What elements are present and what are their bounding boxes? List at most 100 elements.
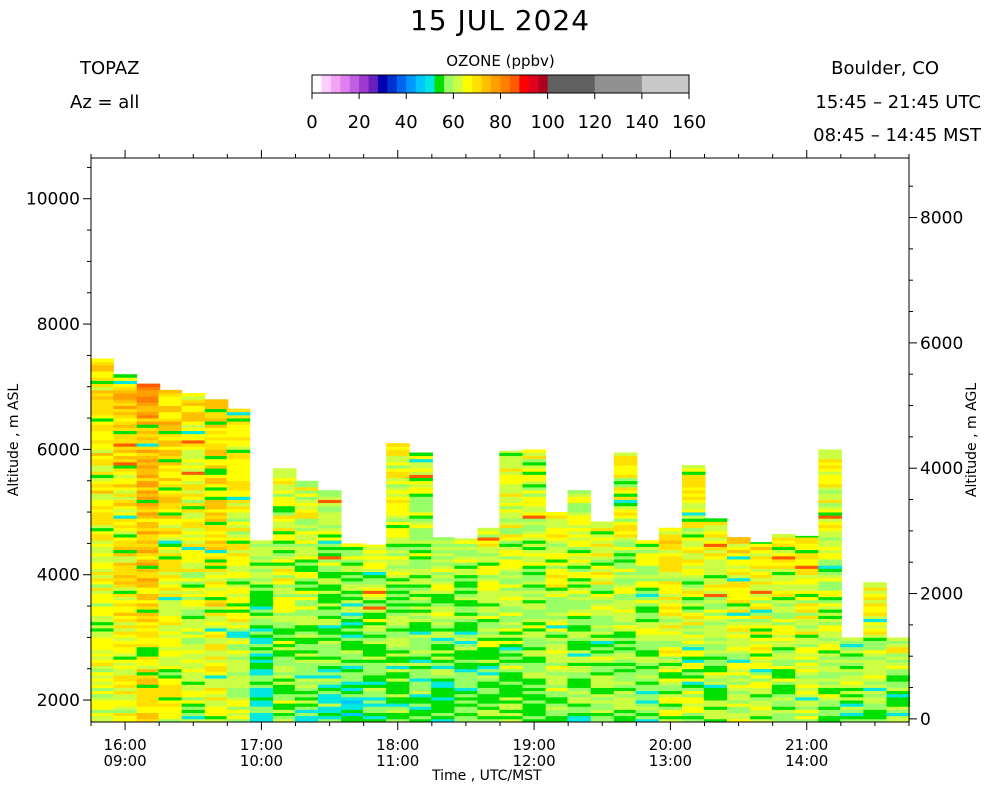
ozone-cell <box>273 671 297 676</box>
ozone-cell <box>204 477 229 482</box>
ozone-cell <box>477 665 502 670</box>
ozone-cell <box>703 690 728 695</box>
ozone-cell <box>226 518 251 522</box>
ozone-cell <box>294 552 319 557</box>
ozone-cell <box>294 624 319 629</box>
ozone-cell <box>294 599 319 604</box>
ozone-cell <box>273 675 297 679</box>
ozone-cell <box>454 587 478 591</box>
ozone-cell <box>158 696 183 701</box>
ozone-cell <box>181 474 206 478</box>
profile-column <box>726 537 751 723</box>
ozone-cell <box>431 659 455 663</box>
ozone-cell <box>658 599 683 604</box>
ozone-cell <box>90 606 114 610</box>
ozone-cell <box>750 581 774 585</box>
ozone-cell <box>818 656 842 660</box>
ozone-cell <box>454 668 478 673</box>
ozone-cell <box>499 468 523 472</box>
ozone-cell <box>181 646 206 651</box>
ozone-cell <box>771 700 796 704</box>
ozone-cell <box>249 574 274 579</box>
ozone-cell <box>273 505 297 510</box>
ozone-cell <box>613 474 638 478</box>
azimuth-label: Az = all <box>70 92 140 113</box>
ozone-cell <box>499 631 523 635</box>
ozone-cell <box>181 433 206 438</box>
ozone-cell <box>771 552 796 557</box>
ozone-cell <box>750 621 774 626</box>
ozone-cell <box>795 675 819 679</box>
ozone-cell <box>136 512 161 516</box>
ozone-cell <box>158 681 183 685</box>
ozone-cell <box>431 562 455 566</box>
profile-column <box>567 490 592 723</box>
ozone-cell <box>181 574 206 579</box>
ozone-cell <box>431 703 455 707</box>
ozone-cell <box>818 574 842 579</box>
ozone-cell <box>454 549 478 554</box>
ozone-cell <box>204 684 229 688</box>
ozone-cell <box>113 477 138 482</box>
ozone-cell <box>795 612 819 616</box>
ozone-cell <box>136 386 161 391</box>
ozone-cell <box>522 458 547 463</box>
ozone-cell <box>362 568 387 572</box>
ozone-cell <box>545 621 570 626</box>
ozone-cell <box>635 709 660 713</box>
ozone-cell <box>136 687 161 692</box>
ozone-cell <box>249 612 274 616</box>
ozone-cell <box>317 571 342 576</box>
ozone-cell <box>226 552 251 557</box>
ozone-cell <box>341 599 365 604</box>
ozone-cell <box>818 693 842 698</box>
ozone-cell <box>386 581 410 585</box>
ozone-cell <box>454 571 478 576</box>
ozone-cell <box>273 687 297 692</box>
ozone-cell <box>113 555 138 560</box>
ozone-cell <box>249 615 274 619</box>
ozone-cell <box>635 624 660 629</box>
ozone-cell <box>136 493 161 497</box>
ozone-cell <box>204 521 229 525</box>
ozone-cell <box>771 662 796 666</box>
ozone-cell <box>136 477 161 482</box>
ozone-cell <box>90 461 114 466</box>
ozone-cell <box>613 659 638 663</box>
ozone-cell <box>567 606 592 610</box>
ozone-cell <box>750 568 774 572</box>
ozone-cell <box>226 446 251 450</box>
ozone-cell <box>158 443 183 447</box>
ozone-cell <box>409 455 433 460</box>
profile-column <box>273 468 297 723</box>
ozone-cell <box>317 606 342 610</box>
ozone-cell <box>567 618 592 623</box>
ozone-cell <box>545 675 570 679</box>
ozone-cell <box>750 684 774 688</box>
ozone-cell <box>522 483 547 488</box>
ozone-cell <box>249 646 274 651</box>
ozone-cell <box>249 565 274 569</box>
ozone-cell <box>771 665 796 670</box>
ozone-cell <box>317 621 342 626</box>
ozone-cell <box>158 612 183 616</box>
ozone-cell <box>682 543 706 547</box>
ozone-cell <box>522 602 547 607</box>
colorbar-swatch <box>453 75 464 93</box>
ozone-cell <box>613 490 638 494</box>
ozone-cell <box>522 577 547 582</box>
ozone-cell <box>703 581 728 585</box>
ozone-cell <box>726 700 751 704</box>
ozone-cell <box>273 596 297 601</box>
ozone-cell <box>204 540 229 544</box>
ozone-cell <box>226 474 251 478</box>
ozone-cell <box>90 399 114 403</box>
ozone-cell <box>294 587 319 591</box>
colorbar-swatch <box>519 75 530 93</box>
ozone-cell <box>386 659 410 663</box>
ozone-cell <box>522 665 547 670</box>
ozone-cell <box>409 596 433 601</box>
ozone-cell <box>726 571 751 576</box>
ozone-cell <box>113 411 138 416</box>
